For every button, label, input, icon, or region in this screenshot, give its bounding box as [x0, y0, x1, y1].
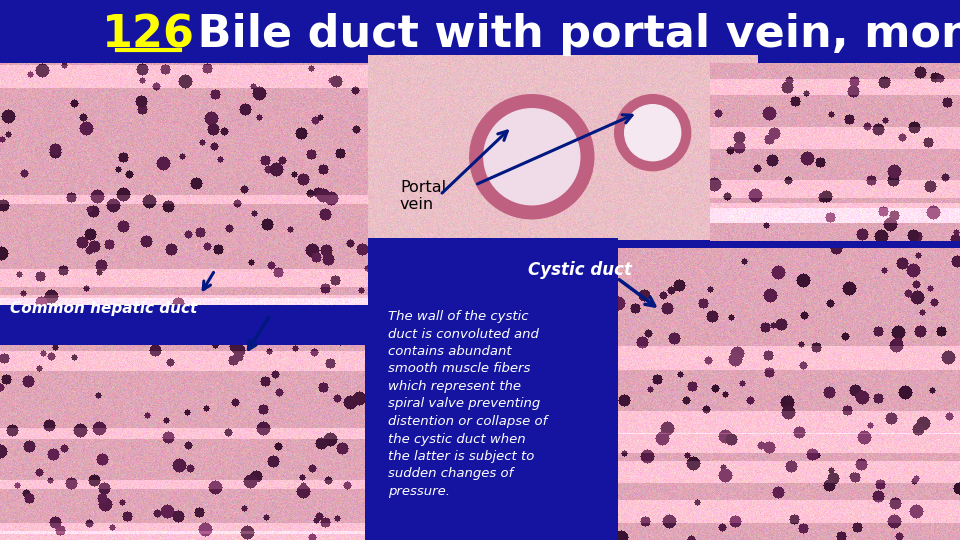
Text: Cystic duct: Cystic duct: [528, 261, 632, 279]
Circle shape: [625, 105, 681, 161]
Circle shape: [469, 94, 594, 219]
Text: 126: 126: [102, 14, 195, 57]
Text: Common hepatic duct: Common hepatic duct: [10, 300, 197, 315]
Text: Bile duct with portal vein, monkey: Bile duct with portal vein, monkey: [182, 14, 960, 57]
Circle shape: [614, 94, 690, 171]
Text: Portal
vein: Portal vein: [400, 180, 446, 212]
Bar: [368, 238, 618, 310]
Text: The wall of the cystic
duct is convoluted and
contains abundant
smooth muscle fi: The wall of the cystic duct is convolute…: [388, 310, 547, 498]
Circle shape: [484, 109, 580, 205]
Bar: [0, 305, 365, 345]
